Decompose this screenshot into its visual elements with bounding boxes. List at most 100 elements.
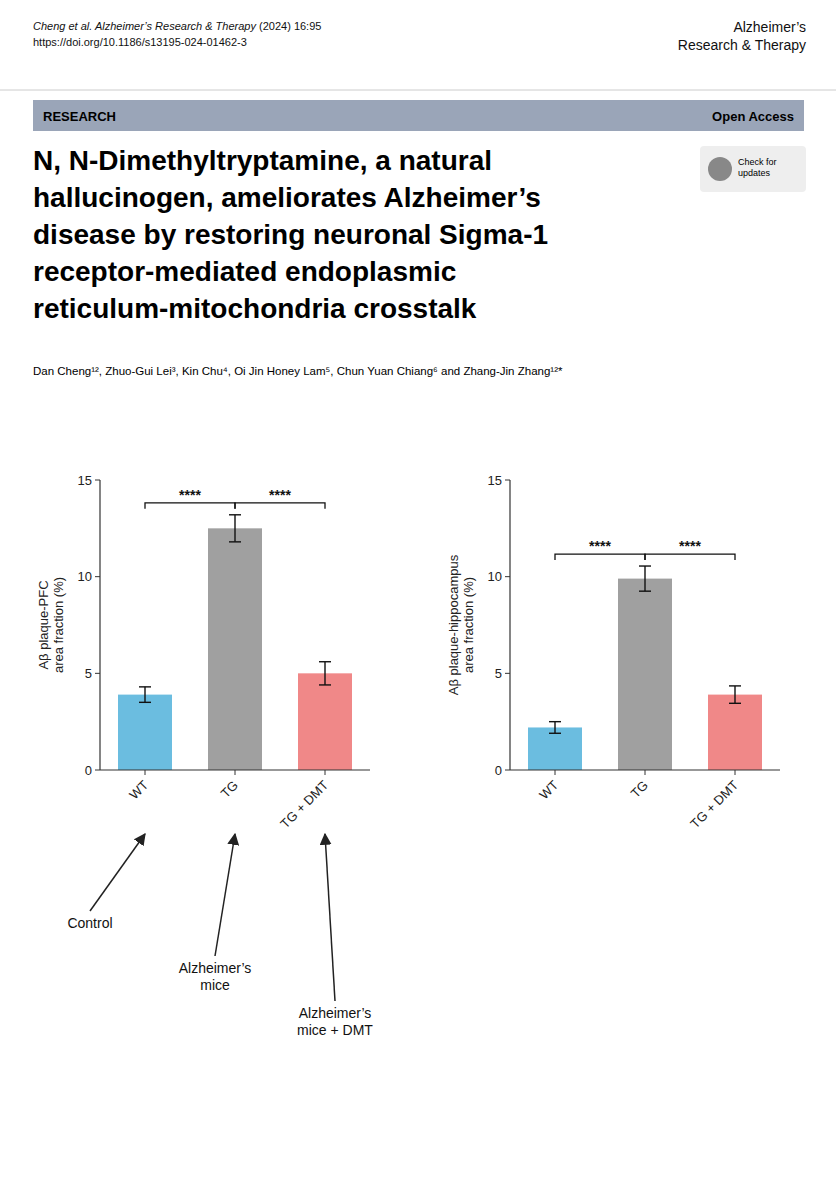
x-tick-label: TG xyxy=(218,778,241,801)
title-line: reticulum-mitochondria crosstalk xyxy=(33,293,477,324)
y-tick xyxy=(95,673,100,674)
y-tick-label: 0 xyxy=(495,763,502,778)
error-cap xyxy=(639,565,651,566)
icon-text: Check forupdates xyxy=(738,157,777,178)
error-bar xyxy=(229,515,241,542)
header-doi: https://doi.org/10.1186/s13195-024-01462… xyxy=(33,36,247,48)
header-right: Research & Therapy xyxy=(678,37,806,53)
x-tick-label: TG + DMT xyxy=(687,777,741,831)
y-axis xyxy=(509,480,510,770)
error-cap xyxy=(229,541,241,542)
marks xyxy=(118,515,352,770)
y-axis-label: Aβ plaque-hippocampusarea fraction (%) xyxy=(446,554,476,695)
significance-label: **** xyxy=(179,487,201,503)
y-axis-label: Aβ plaque-PFCarea fraction (%) xyxy=(36,577,66,673)
title-line: N, N-Dimethyltryptamine, a natural xyxy=(33,145,492,176)
bar-chart: 0 5 10 15 WT TG TG + DMT Aβ plaque-hippocampusa… xyxy=(446,473,780,832)
y-tick-label: 5 xyxy=(495,666,502,681)
bar xyxy=(618,579,672,770)
y-tick xyxy=(505,770,510,771)
error-bar xyxy=(319,662,331,685)
y-tick xyxy=(95,770,100,771)
x-tick-label: WT xyxy=(536,777,561,802)
error-cap xyxy=(229,514,241,515)
arrow-annotation: Control xyxy=(67,834,145,931)
error-stem xyxy=(554,722,555,734)
annotation-arrow xyxy=(325,834,335,1001)
y-tick-label: 15 xyxy=(78,473,92,488)
annotation-text: Control xyxy=(67,915,112,931)
arrow-annotation: Alzheimer’smice xyxy=(179,834,252,993)
icon-circle xyxy=(708,157,732,181)
error-cap xyxy=(639,590,651,591)
y-tick-label: 0 xyxy=(85,763,92,778)
x-tick-label: TG xyxy=(628,778,651,801)
bracket-line xyxy=(145,503,235,509)
significance-bracket: **** xyxy=(555,538,645,560)
title-line: disease by restoring neuronal Sigma-1 xyxy=(33,219,548,250)
error-stem xyxy=(644,566,645,591)
paper-title: N, N-Dimethyltryptamine, a natural halluc… xyxy=(33,145,548,324)
annotation-arrow xyxy=(215,834,235,956)
error-cap xyxy=(139,686,151,687)
bar xyxy=(118,695,172,770)
x-tick xyxy=(735,770,736,775)
bar xyxy=(708,695,762,770)
title-line: hallucinogen, ameliorates Alzheimer’s xyxy=(33,182,541,213)
y-tick xyxy=(95,480,100,481)
arrow-annotation: Alzheimer’smice + DMT xyxy=(297,834,373,1038)
error-cap xyxy=(549,733,561,734)
error-bar xyxy=(639,566,651,591)
marks xyxy=(528,566,762,770)
update-icon: Check forupdates xyxy=(700,146,806,192)
annotation-arrow xyxy=(90,834,145,911)
error-cap xyxy=(729,703,741,704)
significance-bracket: **** xyxy=(145,487,235,509)
error-cap xyxy=(319,661,331,662)
annotation-text: Alzheimer’smice + DMT xyxy=(297,1005,373,1038)
error-cap xyxy=(549,721,561,722)
bar xyxy=(298,673,352,770)
y-tick-label: 15 xyxy=(488,473,502,488)
authors: Dan Cheng¹², Zhuo-Gui Lei³, Kin Chu⁴, Oi… xyxy=(33,365,563,377)
error-stem xyxy=(144,687,145,702)
bar-chart: 0 5 10 15 WT TG TG + DMT Aβ plaque-PFCarea frac… xyxy=(36,473,370,832)
bracket-line xyxy=(645,554,735,560)
banner-text: RESEARCH xyxy=(43,109,116,124)
error-stem xyxy=(734,686,735,703)
error-cap xyxy=(729,685,741,686)
banner xyxy=(33,100,804,131)
y-tick xyxy=(505,480,510,481)
error-bar xyxy=(549,722,561,734)
header-right: Alzheimer’s xyxy=(733,19,806,35)
page: Cheng et al. Alzheimer’s Research & Ther… xyxy=(0,0,836,1200)
y-tick-label: 10 xyxy=(488,569,502,584)
title-line: receptor-mediated endoplasmic xyxy=(33,256,456,287)
significance-bracket: **** xyxy=(235,487,325,509)
bracket-line xyxy=(555,554,645,560)
x-tick xyxy=(645,770,646,775)
y-tick-label: 5 xyxy=(85,666,92,681)
error-bar xyxy=(139,687,151,702)
error-cap xyxy=(319,684,331,685)
error-stem xyxy=(234,515,235,542)
error-stem xyxy=(324,662,325,685)
header-left: Cheng et al. Alzheimer’s Research & Ther… xyxy=(33,20,321,32)
significance-bracket: **** xyxy=(645,538,735,560)
x-tick-label: TG + DMT xyxy=(277,777,331,831)
x-tick xyxy=(325,770,326,775)
significance-label: **** xyxy=(589,538,611,554)
bracket-line xyxy=(235,503,325,509)
annotation-text: Alzheimer’smice xyxy=(179,960,252,993)
y-tick-label: 10 xyxy=(78,569,92,584)
y-axis xyxy=(99,480,100,770)
x-tick xyxy=(555,770,556,775)
separator xyxy=(0,90,836,91)
y-tick xyxy=(505,673,510,674)
x-tick-label: WT xyxy=(126,777,151,802)
significance-label: **** xyxy=(269,487,291,503)
bar xyxy=(528,727,582,770)
significance-label: **** xyxy=(679,538,701,554)
x-tick xyxy=(235,770,236,775)
y-tick xyxy=(505,576,510,577)
